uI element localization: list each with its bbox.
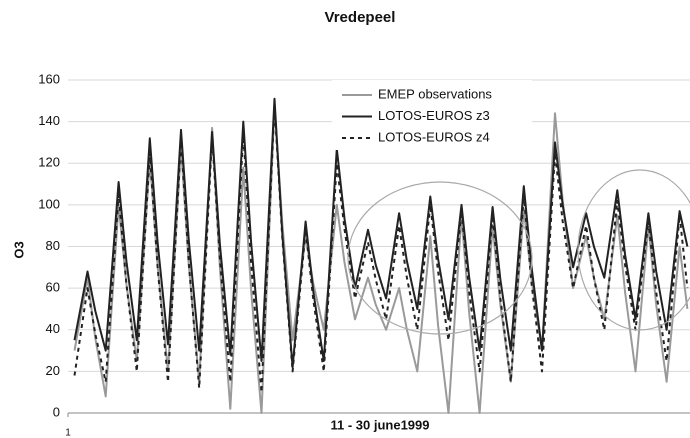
y-tick-label: 0	[53, 404, 60, 419]
plot-lines	[73, 97, 689, 414]
y-tick-label: 160	[38, 71, 60, 86]
legend-label: LOTOS-EUROS z3	[378, 108, 490, 123]
y-axis-label: O3	[11, 241, 26, 258]
highlight-ellipse	[347, 181, 533, 335]
chart-title: Vredepeel	[325, 9, 396, 26]
series-line	[73, 104, 689, 414]
x-tick-label: 1	[65, 428, 71, 438]
series-line	[73, 97, 689, 369]
y-tick-label: 80	[46, 238, 60, 253]
x-axis-label: 11 - 30 june1999	[330, 417, 429, 432]
legend-box	[332, 80, 532, 150]
legend-label: LOTOS-EUROS z4	[378, 129, 490, 144]
y-tick-label: 100	[38, 196, 60, 211]
y-tick-label: 140	[38, 113, 60, 128]
y-tick-label: 120	[38, 155, 60, 170]
y-tick-label: 40	[46, 321, 60, 336]
legend: EMEP observations LOTOS-EUROS z3 LOTOS-EUR…	[332, 80, 532, 150]
highlight-ellipse	[577, 169, 690, 331]
y-tick-label: 60	[46, 280, 60, 295]
grid: 0 20 40 60 80 100 120 140 160 1	[38, 71, 690, 438]
legend-label: EMEP observations	[378, 86, 492, 101]
series-line	[73, 104, 689, 394]
y-tick-label: 20	[46, 363, 60, 378]
